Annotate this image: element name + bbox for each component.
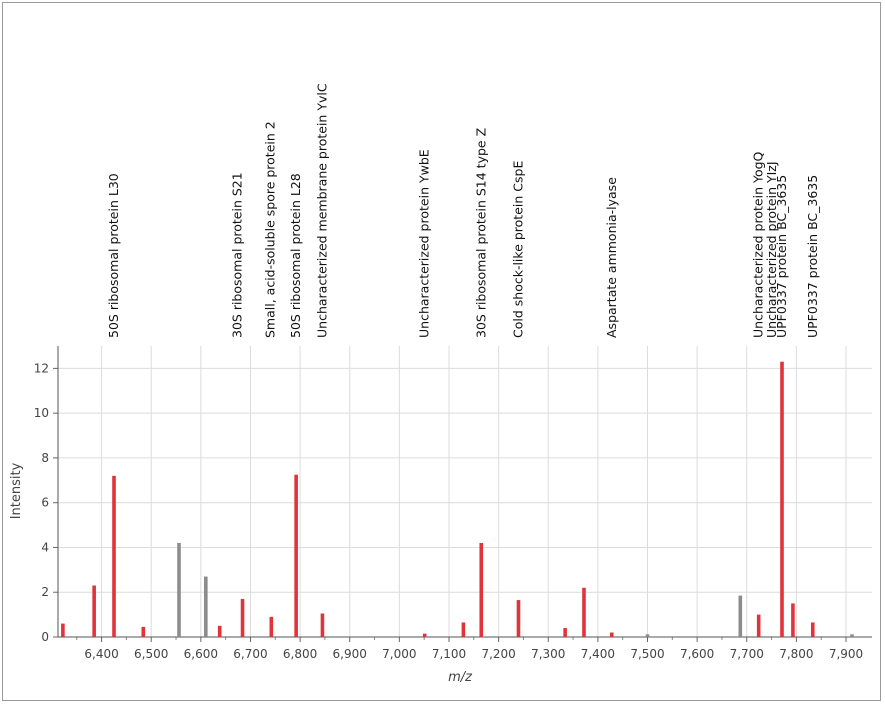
matched-peak[interactable] [582,587,586,637]
unmatched-peak[interactable] [204,576,208,637]
x-tick-label: 7,700 [730,647,764,661]
peak-annotation-label: 30S ribosomal protein S14 type Z [473,128,488,338]
matched-peak[interactable] [461,622,466,637]
x-tick-label: 6,700 [233,647,267,661]
unmatched-peak[interactable] [850,634,854,637]
matched-peak[interactable] [320,613,325,637]
y-tick-label: 6 [41,496,49,510]
x-tick-label: 6,600 [184,647,218,661]
x-tick-label: 7,200 [481,647,515,661]
x-tick-label: 6,500 [134,647,168,661]
x-tick-label: 6,900 [333,647,367,661]
peak-annotation-label: Uncharacterized membrane protein YvlC [314,83,329,338]
peak-annotation-label: Small, acid-soluble spore protein 2 [262,121,277,338]
x-tick-label: 7,100 [432,647,466,661]
matched-peak[interactable] [810,622,815,637]
matched-peak[interactable] [240,598,245,637]
matched-peak[interactable] [294,474,298,637]
x-tick-label: 7,800 [779,647,813,661]
peak-annotation-label: 50S ribosomal protein L30 [106,173,121,338]
peak-annotation-label: Cold shock-like protein CspE [510,161,525,338]
x-tick-label: 7,400 [581,647,615,661]
peak-annotation-label: Uncharacterized protein YwbE [417,149,432,338]
unmatched-peak[interactable] [177,542,181,637]
x-tick-label: 7,500 [630,647,664,661]
matched-peak[interactable] [92,585,96,637]
y-tick-label: 0 [41,630,49,644]
x-tick-label: 7,600 [680,647,714,661]
x-tick-label: 6,400 [84,647,118,661]
x-tick-label: 7,300 [531,647,565,661]
y-tick-label: 2 [41,585,49,599]
matched-peak[interactable] [112,475,116,637]
unmatched-peak[interactable] [738,595,743,637]
matched-peak[interactable] [791,603,795,637]
matched-peak[interactable] [479,542,484,637]
peak-annotation-label: Uncharacterized protein YIzJ [764,161,779,338]
matched-peak[interactable] [217,625,222,637]
matched-peak[interactable] [563,628,567,637]
peaks [61,361,854,637]
x-tick-label: 6,800 [283,647,317,661]
x-tick-label: 7,900 [829,647,863,661]
x-axis-title: m/z [448,670,473,685]
y-tick-label: 4 [41,540,49,554]
y-tick-labels: 0 2 4 6 8 10 12 [34,361,49,644]
grid-lines [58,346,872,638]
matched-peak[interactable] [516,600,521,637]
matched-peak[interactable] [422,633,427,637]
matched-peak[interactable] [756,614,761,637]
peak-annotation-label: Uncharacterized protein YogQ [751,151,766,338]
peak-annotation-label: 30S ribosomal protein S21 [230,172,245,338]
plot-area [58,346,872,637]
y-tick-label: 8 [41,451,49,465]
peak-annotations: 50S ribosomal protein L30 30S ribosomal p… [106,83,820,338]
peak-annotation-label: 50S ribosomal protein L28 [288,173,303,338]
peak-annotation-label: UPF0337 protein BC_3635 [805,175,820,338]
unmatched-peak[interactable] [645,634,650,637]
x-tick-label: 7,000 [382,647,416,661]
y-axis-title: Intensity [9,462,24,519]
matched-peak[interactable] [609,632,614,637]
peak-annotation-label: Aspartate ammonia-lyase [604,177,619,338]
y-tick-label: 10 [34,406,49,420]
matched-peak[interactable] [780,361,784,637]
matched-peak[interactable] [141,626,146,637]
matched-peak[interactable] [61,623,65,637]
matched-peak[interactable] [269,616,274,637]
y-tick-label: 12 [34,361,49,375]
peak-annotation-label: UPF0337 protein BC_3635 [774,175,789,338]
x-tick-labels: 6,400 6,500 6,600 6,700 6,800 6,900 7,000 7,100… [84,647,863,661]
